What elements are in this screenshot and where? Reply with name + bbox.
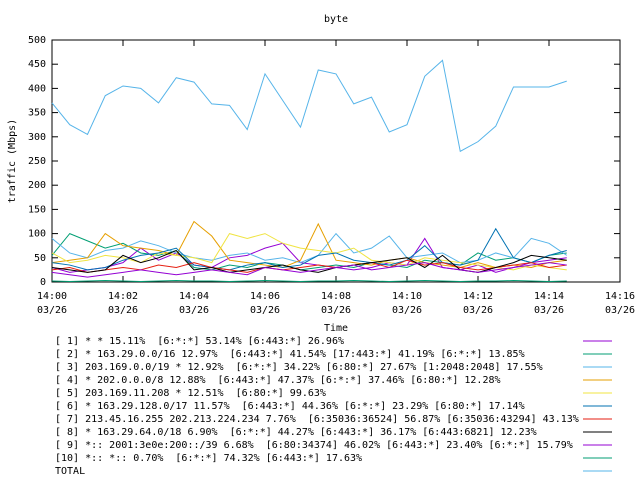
y-tick-label: 350 bbox=[28, 108, 46, 119]
y-tick-label: 400 bbox=[28, 83, 46, 94]
x-tick-date: 03/26 bbox=[463, 305, 493, 316]
x-tick-date: 03/26 bbox=[250, 305, 280, 316]
y-tick-label: 50 bbox=[34, 253, 46, 264]
series-line bbox=[51, 232, 568, 264]
x-tick-date: 03/26 bbox=[392, 305, 422, 316]
legend-label: [ 8] * 163.29.64.0/18 6.90% [6:*:*] 44.2… bbox=[55, 427, 537, 438]
x-tick-date: 03/26 bbox=[534, 305, 564, 316]
x-tick-label: 14:04 bbox=[179, 291, 209, 302]
series-line bbox=[51, 262, 567, 278]
x-tick-label: 14:16 bbox=[605, 291, 635, 302]
legend-label: [ 1] * * 15.11% [6:*:*] 53.14% [6:443:*]… bbox=[55, 336, 344, 347]
legend-label: [10] *:: *:: 0.70% [6:*:*] 74.32% [6:443… bbox=[55, 453, 362, 464]
y-tick-label: 250 bbox=[28, 156, 46, 167]
y-tick-label: 500 bbox=[28, 35, 46, 46]
legend-label: [ 3] 203.169.0.0/19 * 12.92% [6:*:*] 34.… bbox=[55, 362, 543, 373]
chart-title: byte bbox=[324, 14, 348, 25]
legend-label: [ 2] * 163.29.0.0/16 12.97% [6:443:*] 41… bbox=[55, 349, 525, 360]
series-line bbox=[51, 237, 567, 273]
x-tick-date: 03/26 bbox=[179, 305, 209, 316]
y-tick-label: 450 bbox=[28, 59, 46, 70]
x-tick-label: 14:02 bbox=[108, 291, 138, 302]
legend-label: [ 9] *:: 2001:3e0e:200::/39 6.68% [6:80:… bbox=[55, 440, 573, 451]
series-line bbox=[51, 227, 567, 271]
legend-label: TOTAL bbox=[55, 466, 85, 477]
x-tick-label: 14:10 bbox=[392, 291, 422, 302]
x-tick-label: 14:06 bbox=[250, 291, 280, 302]
x-tick-label: 14:12 bbox=[463, 291, 493, 302]
y-axis-label: traffic (Mbps) bbox=[7, 119, 18, 203]
series-line bbox=[51, 280, 567, 283]
y-tick-label: 300 bbox=[28, 132, 46, 143]
x-tick-date: 03/26 bbox=[321, 305, 351, 316]
series-line bbox=[51, 59, 567, 153]
series-line bbox=[51, 220, 567, 268]
series-line bbox=[51, 259, 567, 273]
legend-label: [ 4] * 202.0.0.0/8 12.88% [6:443:*] 47.3… bbox=[55, 375, 501, 386]
x-tick-label: 14:00 bbox=[37, 291, 67, 302]
legend-label: [ 6] * 163.29.128.0/17 11.57% [6:443:*] … bbox=[55, 401, 525, 412]
x-tick-date: 03/26 bbox=[37, 305, 67, 316]
x-tick-date: 03/26 bbox=[108, 305, 138, 316]
x-axis-label: Time bbox=[324, 323, 348, 334]
y-tick-label: 100 bbox=[28, 229, 46, 240]
y-tick-label: 150 bbox=[28, 204, 46, 215]
legend-label: [ 5] 203.169.11.208 * 12.51% [6:80:*] 99… bbox=[55, 388, 326, 399]
x-tick-label: 14:14 bbox=[534, 291, 564, 302]
y-tick-label: 200 bbox=[28, 180, 46, 191]
x-tick-date: 03/26 bbox=[605, 305, 635, 316]
x-tick-label: 14:08 bbox=[321, 291, 351, 302]
y-tick-label: 0 bbox=[40, 277, 46, 288]
legend-label: [ 7] 213.45.16.255 202.213.224.234 7.76%… bbox=[55, 414, 579, 425]
